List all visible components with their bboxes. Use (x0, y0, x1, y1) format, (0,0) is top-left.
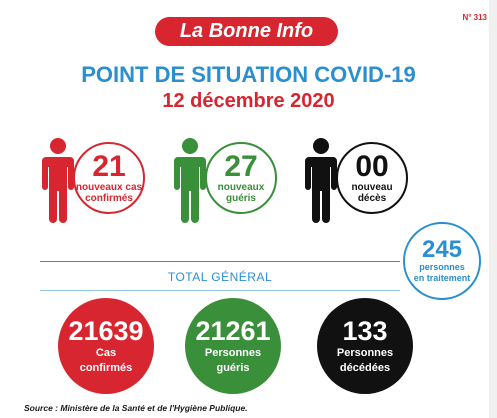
edge-stripe (489, 0, 497, 418)
brand-badge: La Bonne Info (155, 17, 338, 46)
total-confirmed-value: 21639 (68, 316, 144, 346)
treatment-ring: 245 personnes en traitement (403, 222, 481, 300)
page-date: 12 décembre 2020 (162, 90, 335, 112)
section-divider (40, 290, 400, 291)
source-note: Source : Ministère de la Santé et de l'H… (24, 403, 248, 413)
total-deaths-label-2: décédées (339, 362, 391, 374)
total-recovered-circle: 21261 Personnes guéris (185, 298, 281, 394)
daily-confirmed-ring: 21 nouveaux cas confirmés (73, 142, 145, 214)
daily-deaths-ring: 00 nouveau décès (336, 142, 408, 214)
treatment-label-2: en traitement (413, 273, 471, 283)
daily-recovered-value: 27 (224, 150, 258, 183)
total-confirmed-label-1: Cas (95, 347, 117, 359)
person-icon (305, 138, 337, 223)
total-deaths-label-1: Personnes (336, 347, 394, 359)
total-deaths-circle: 133 Personnes décédées (317, 298, 413, 394)
total-recovered-label-1: Personnes (204, 347, 262, 359)
page-title: POINT DE SITUATION COVID-19 (81, 62, 416, 87)
total-recovered-label-2: guéris (216, 362, 250, 374)
daily-confirmed-label-2: confirmés (85, 193, 133, 204)
brand-label: La Bonne Info (179, 20, 314, 42)
issue-number: N° 313 (462, 13, 487, 22)
daily-deaths-label-1: nouveau (351, 182, 393, 193)
section-divider (40, 261, 400, 262)
total-recovered-value: 21261 (195, 316, 271, 346)
daily-confirmed-value: 21 (92, 150, 126, 183)
total-confirmed-label-2: confirmés (79, 362, 133, 374)
daily-recovered-label-1: nouveaux (217, 182, 265, 193)
treatment-value: 245 (421, 236, 463, 263)
daily-deaths-label-2: décès (357, 193, 387, 204)
person-icon (42, 138, 74, 223)
total-label: TOTAL GÉNÉRAL (167, 270, 273, 284)
daily-recovered-label-2: guéris (225, 193, 256, 204)
daily-recovered-ring: 27 nouveaux guéris (205, 142, 277, 214)
person-icon (174, 138, 206, 223)
daily-deaths-value: 00 (355, 150, 389, 183)
total-deaths-value: 133 (342, 316, 388, 346)
daily-confirmed-label-1: nouveaux cas (75, 182, 143, 193)
treatment-label-1: personnes (419, 262, 465, 272)
total-confirmed-circle: 21639 Cas confirmés (58, 298, 154, 394)
